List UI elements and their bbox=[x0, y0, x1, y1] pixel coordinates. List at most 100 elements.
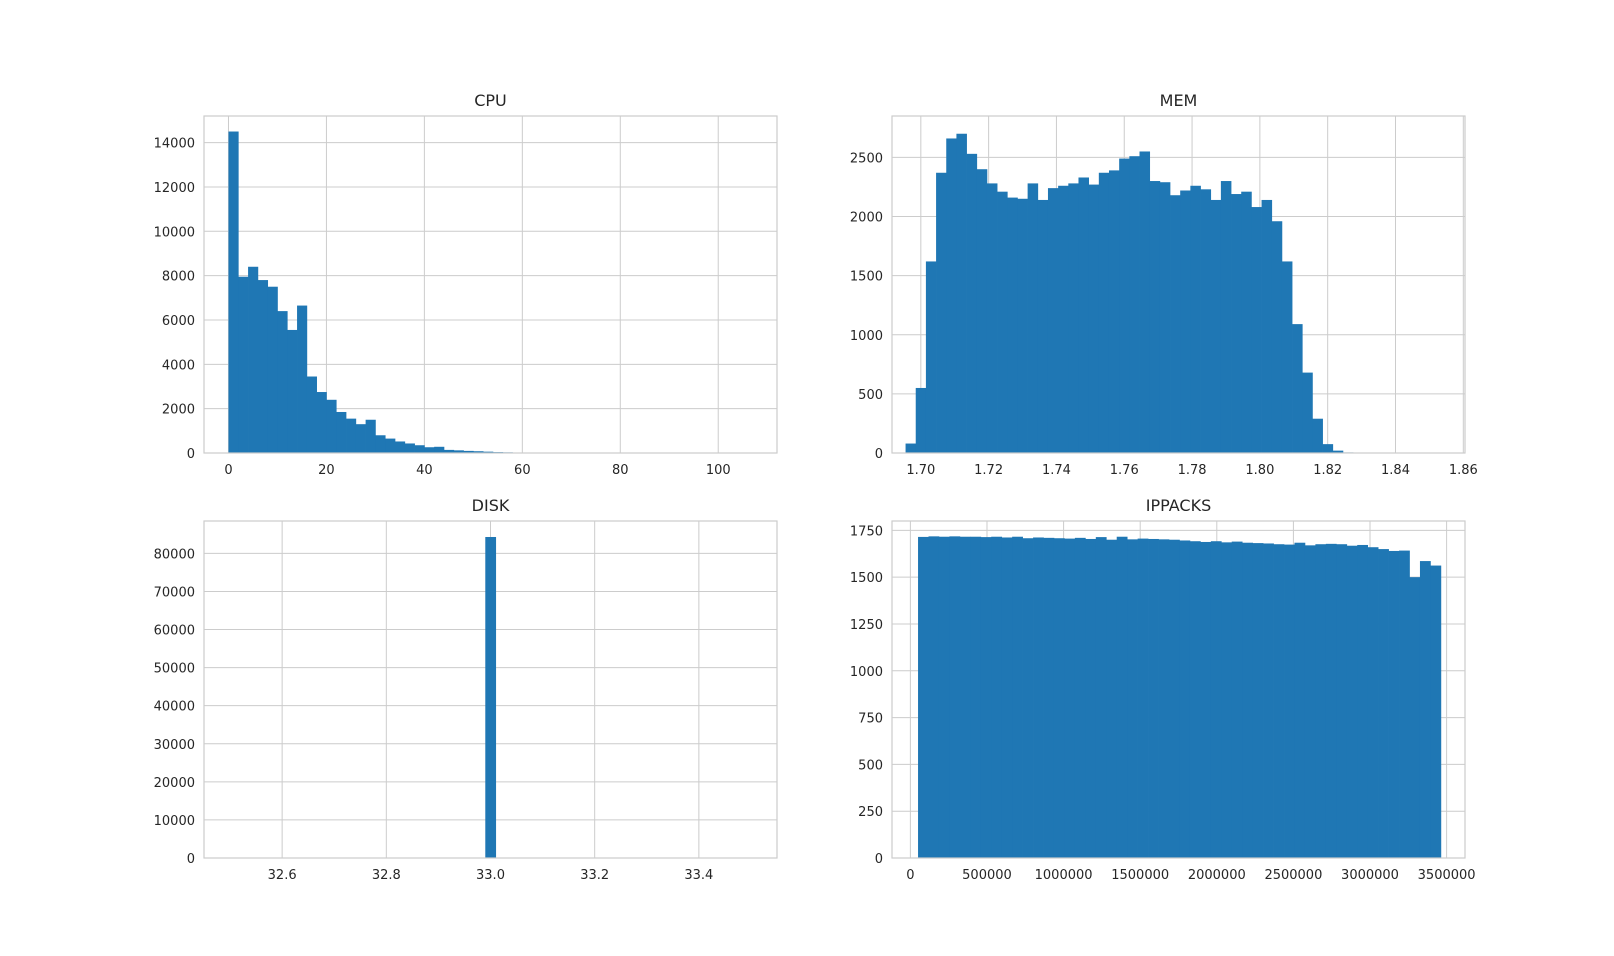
mem-bar bbox=[1159, 182, 1171, 454]
y-tick-label: 30000 bbox=[154, 738, 195, 753]
ippacks-bar bbox=[1106, 539, 1118, 858]
mem-bar bbox=[1068, 183, 1079, 453]
mem-bar bbox=[1108, 170, 1120, 453]
mem-bar bbox=[1007, 197, 1018, 453]
y-tick-label: 8000 bbox=[162, 270, 195, 285]
cpu-bar bbox=[365, 419, 376, 453]
cpu-bar bbox=[453, 450, 464, 453]
ippacks-bar bbox=[991, 536, 1003, 858]
y-tick-label: 6000 bbox=[162, 314, 195, 329]
mem-bar bbox=[1027, 183, 1039, 453]
cpu-bar bbox=[346, 418, 357, 453]
mem-bar bbox=[1312, 418, 1323, 453]
cpu-bar bbox=[404, 443, 415, 453]
x-tick-label: 1.86 bbox=[1449, 463, 1478, 478]
y-tick-label: 14000 bbox=[154, 137, 195, 152]
y-tick-label: 4000 bbox=[162, 358, 195, 373]
y-tick-label: 0 bbox=[875, 447, 883, 462]
mem-bar bbox=[1271, 221, 1283, 453]
x-tick-label: 1.74 bbox=[1042, 463, 1071, 478]
cpu-bar bbox=[355, 424, 366, 453]
ippacks-bar bbox=[970, 536, 982, 858]
mem-bar bbox=[905, 443, 917, 453]
ippacks-bar bbox=[1357, 544, 1369, 858]
ippacks-bar bbox=[1252, 543, 1264, 858]
disk-histogram: 32.6 32.8 33.0 33.2 33.4 0 10000 20000 30000 4000… bbox=[154, 496, 778, 883]
ippacks-bar bbox=[1346, 545, 1358, 858]
mem-histogram: 1.70 1.72 1.74 1.76 1.78 1.80 1.82 1.84 1.86 0 500… bbox=[850, 91, 1478, 478]
ippacks-bar bbox=[959, 536, 971, 858]
disk-bar bbox=[485, 536, 497, 858]
x-tick-label: 1500000 bbox=[1111, 868, 1169, 883]
cpu-bar bbox=[267, 286, 278, 453]
ippacks-bar bbox=[1210, 541, 1222, 858]
mem-bar bbox=[1119, 158, 1130, 453]
mem-bar bbox=[1139, 151, 1151, 453]
ippacks-bar bbox=[1200, 541, 1212, 858]
mem-bar bbox=[1302, 372, 1313, 453]
cpu-bar bbox=[463, 450, 474, 453]
x-tick-label: 80 bbox=[612, 463, 629, 478]
cpu-histogram: 0 20 40 60 80 100 0 2000 4000 6000 8000 10000 12000 1… bbox=[154, 91, 778, 478]
cpu-bar bbox=[336, 411, 347, 453]
x-tick-label: 0 bbox=[906, 868, 914, 883]
mem-bar bbox=[1017, 198, 1028, 453]
ippacks-bar bbox=[1273, 544, 1285, 858]
x-tick-label: 32.6 bbox=[268, 868, 297, 883]
mem-bar bbox=[1129, 156, 1140, 454]
mem-bar bbox=[1251, 207, 1262, 453]
x-tick-label: 3500000 bbox=[1418, 868, 1476, 883]
y-tick-label: 250 bbox=[858, 805, 883, 820]
cpu-bar bbox=[306, 376, 317, 453]
mem-bar bbox=[1190, 185, 1201, 454]
cpu-bar bbox=[316, 392, 327, 453]
y-tick-label: 20000 bbox=[154, 776, 195, 791]
mem-bar bbox=[1170, 195, 1181, 454]
ippacks-bar bbox=[1263, 543, 1274, 858]
axes-frame bbox=[203, 115, 778, 454]
x-tick-label: 40 bbox=[416, 463, 433, 478]
ippacks-bar bbox=[1336, 544, 1348, 858]
ippacks-bar bbox=[1419, 561, 1431, 858]
ippacks-bar bbox=[1064, 538, 1076, 858]
y-tick-label: 1500 bbox=[850, 571, 883, 586]
x-tick-label: 1000000 bbox=[1035, 868, 1093, 883]
mem-bar bbox=[1088, 184, 1100, 453]
y-tick-label: 500 bbox=[858, 758, 883, 773]
x-tick-label: 3000000 bbox=[1341, 868, 1399, 883]
cpu-bar bbox=[326, 399, 337, 453]
x-tick-label: 1.76 bbox=[1110, 463, 1139, 478]
mem-bar bbox=[1078, 177, 1090, 453]
x-tick-label: 1.78 bbox=[1178, 463, 1207, 478]
ippacks-bar bbox=[1315, 544, 1327, 858]
cpu-bar bbox=[238, 276, 249, 453]
y-tick-label: 50000 bbox=[154, 662, 195, 677]
chart-title: MEM bbox=[1160, 91, 1198, 110]
ippacks-bar bbox=[1399, 550, 1410, 858]
x-tick-label: 33.2 bbox=[580, 868, 609, 883]
mem-bar bbox=[1210, 199, 1222, 453]
mem-bar bbox=[1322, 444, 1334, 453]
cpu-bar bbox=[248, 266, 259, 453]
mem-bar bbox=[1220, 181, 1232, 453]
y-tick-label: 40000 bbox=[154, 700, 195, 715]
y-tick-label: 60000 bbox=[154, 624, 195, 639]
ippacks-bar bbox=[1367, 547, 1379, 858]
mem-bar bbox=[1058, 185, 1069, 454]
cpu-bar bbox=[257, 280, 269, 453]
y-tick-label: 2000 bbox=[162, 403, 195, 418]
mem-bar bbox=[925, 261, 937, 453]
ippacks-bar bbox=[1095, 537, 1107, 858]
axes-frame bbox=[891, 115, 1466, 454]
ippacks-bar bbox=[1430, 565, 1442, 858]
cpu-bar bbox=[424, 447, 435, 453]
mem-bar bbox=[1037, 199, 1049, 453]
ippacks-bar bbox=[1074, 537, 1086, 858]
y-tick-label: 2000 bbox=[850, 211, 883, 226]
ippacks-bar bbox=[1378, 549, 1389, 858]
x-tick-label: 20 bbox=[318, 463, 335, 478]
y-tick-label: 1750 bbox=[850, 524, 883, 539]
y-tick-label: 1500 bbox=[850, 270, 883, 285]
ippacks-bar bbox=[1179, 540, 1191, 858]
